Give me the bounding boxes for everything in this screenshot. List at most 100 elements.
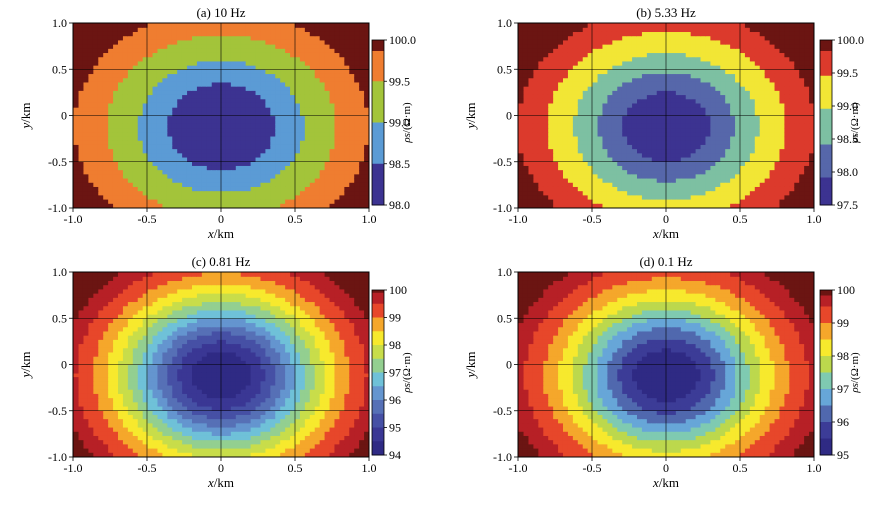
contour-cell — [98, 153, 104, 158]
contour-cell — [157, 82, 163, 87]
contour-cell — [779, 82, 785, 87]
contour-cell — [221, 90, 227, 95]
contour-cell — [543, 82, 549, 87]
contour-cell — [592, 36, 598, 41]
contour-cell — [666, 82, 672, 87]
contour-cell — [285, 61, 291, 66]
contour-cell — [770, 69, 776, 74]
contour-cell — [622, 94, 628, 99]
contour-cell — [636, 107, 642, 112]
contour-cell — [779, 78, 785, 83]
contour-cell — [775, 86, 781, 91]
contour-cell — [646, 82, 652, 87]
contour-cell — [622, 187, 628, 192]
contour-cell — [671, 166, 677, 171]
contour-cell — [681, 195, 687, 200]
contour-cell — [211, 149, 217, 154]
contour-cell — [705, 103, 711, 108]
contour-cell — [182, 170, 188, 175]
contour-cell — [671, 23, 677, 28]
contour-cell — [147, 183, 153, 188]
contour-cell — [740, 31, 746, 36]
contour-cell — [656, 94, 662, 99]
contour-cell — [196, 149, 202, 154]
contour-cell — [315, 124, 321, 129]
contour-cell — [622, 23, 628, 28]
contour-cell — [612, 40, 618, 45]
contour-cell — [246, 162, 252, 167]
contour-cell — [305, 48, 311, 53]
contour-cell — [260, 141, 266, 146]
contour-cell — [548, 141, 554, 146]
contour-cell — [760, 128, 766, 133]
contour-cell — [196, 73, 202, 78]
contour-cell — [681, 99, 687, 104]
contour-cell — [78, 69, 84, 74]
contour-cell — [631, 36, 637, 41]
contour-cell — [344, 145, 350, 150]
contour-cell — [186, 128, 192, 133]
contour-cell — [196, 124, 202, 129]
contour-cell — [572, 78, 578, 83]
contour-cell — [206, 61, 212, 66]
contour-cell — [779, 132, 785, 137]
contour-cell — [325, 57, 331, 62]
contour-cell — [206, 132, 212, 137]
contour-cell — [354, 48, 360, 53]
contour-cell — [339, 183, 345, 188]
contour-cell — [201, 174, 207, 179]
contour-cell — [612, 44, 618, 49]
contour-cell — [730, 107, 736, 112]
contour-cell — [750, 31, 756, 36]
contour-cell — [567, 170, 573, 175]
contour-cell — [543, 69, 549, 74]
contour-cell — [705, 99, 711, 104]
contour-cell — [612, 179, 618, 184]
contour-cell — [577, 94, 583, 99]
contour-cell — [201, 31, 207, 36]
contour-cell — [770, 52, 776, 57]
contour-cell — [191, 107, 197, 112]
contour-cell — [701, 170, 707, 175]
contour-cell — [730, 124, 736, 129]
contour-cell — [103, 149, 109, 154]
contour-cell — [206, 170, 212, 175]
contour-cell — [201, 195, 207, 200]
contour-cell — [344, 78, 350, 83]
contour-cell — [656, 36, 662, 41]
contour-cell — [691, 162, 697, 167]
contour-cell — [562, 82, 568, 87]
contour-cell — [804, 124, 810, 129]
contour-cell — [108, 174, 114, 179]
contour-cell — [760, 170, 766, 175]
contour-cell — [715, 145, 721, 150]
contour-cell — [98, 149, 104, 154]
contour-cell — [622, 82, 628, 87]
contour-cell — [730, 31, 736, 36]
contour-cell — [177, 128, 183, 133]
contour-cell — [177, 103, 183, 108]
contour-cell — [750, 183, 756, 188]
contour-cell — [646, 44, 652, 49]
contour-cell — [265, 31, 271, 36]
contour-cell — [265, 187, 271, 192]
contour-cell — [553, 94, 559, 99]
contour-cell — [755, 162, 761, 167]
contour-cell — [760, 124, 766, 129]
contour-cell — [691, 153, 697, 158]
contour-cell — [98, 187, 104, 192]
contour-cell — [533, 149, 539, 154]
contour-cell — [127, 99, 133, 104]
contour-cell — [265, 27, 271, 32]
contour-cell — [725, 48, 731, 53]
contour-cell — [211, 145, 217, 150]
contour-cell — [236, 145, 242, 150]
contour-cell — [98, 128, 104, 133]
contour-cell — [251, 153, 257, 158]
contour-cell — [567, 107, 573, 112]
contour-cell — [236, 149, 242, 154]
contour-cell — [206, 183, 212, 188]
contour-cell — [122, 90, 128, 95]
contour-cell — [147, 149, 153, 154]
contour-cell — [177, 23, 183, 28]
